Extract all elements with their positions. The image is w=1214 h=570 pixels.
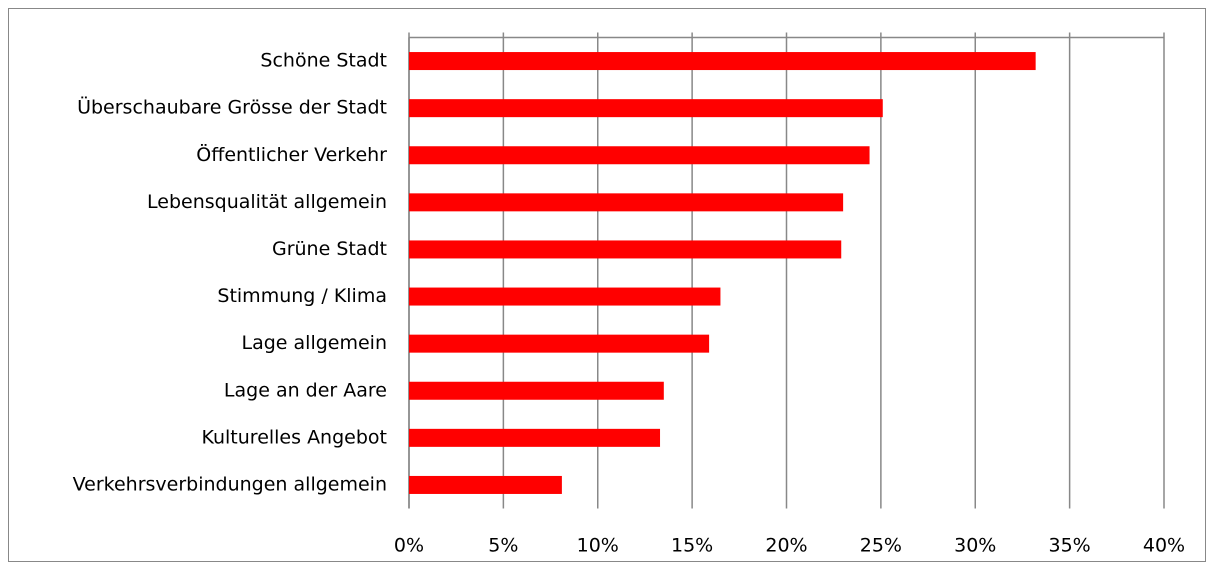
bar [409, 240, 842, 259]
x-tick-label: 30% [954, 535, 996, 557]
y-tick-label: Verkehrsverbindungen allgemein [73, 473, 387, 495]
bar [409, 99, 883, 118]
x-tick-label: 25% [860, 535, 902, 557]
y-tick-label: Lage an der Aare [224, 379, 387, 401]
bar [409, 52, 1036, 71]
bar [409, 287, 721, 306]
x-tick-label: 35% [1049, 535, 1091, 557]
x-tick-label: 15% [671, 535, 713, 557]
y-tick-label: Lebensqualität allgemein [147, 191, 387, 213]
bar [409, 475, 562, 494]
y-tick-label: Lage allgemein [242, 332, 388, 354]
x-tick-label: 0% [394, 535, 424, 557]
y-tick-label: Überschaubare Grösse der Stadt [77, 96, 387, 119]
bar [409, 334, 710, 353]
bar [409, 428, 661, 447]
bar [409, 193, 844, 212]
y-tick-label: Schöne Stadt [260, 50, 387, 72]
y-tick-label: Öffentlicher Verkehr [196, 143, 387, 166]
x-tick-label: 40% [1143, 535, 1185, 557]
x-tick-label: 10% [577, 535, 619, 557]
y-tick-label: Stimmung / Klima [217, 285, 387, 307]
x-tick-label: 20% [765, 535, 807, 557]
y-tick-label: Grüne Stadt [272, 238, 387, 260]
bar [409, 146, 870, 165]
x-tick-label: 5% [488, 535, 518, 557]
bar [409, 381, 664, 400]
y-tick-label: Kulturelles Angebot [201, 426, 387, 448]
